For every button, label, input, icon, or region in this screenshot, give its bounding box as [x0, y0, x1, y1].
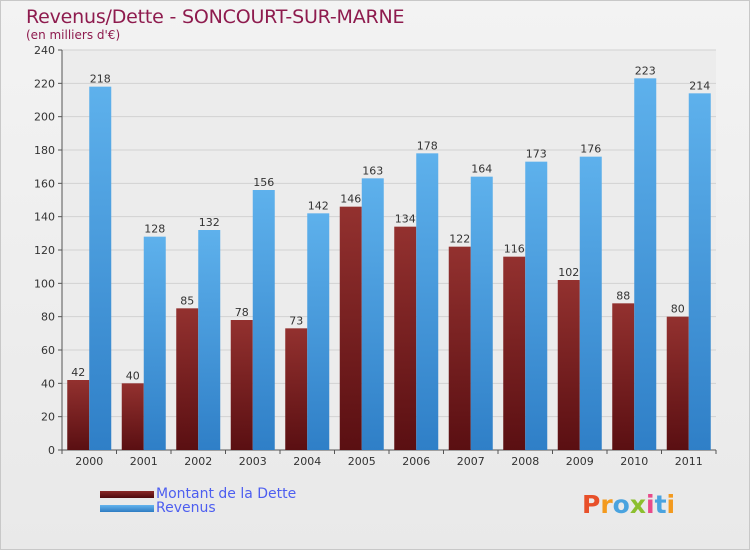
- data-label-revenue: 163: [362, 164, 383, 177]
- legend-swatch-revenue: [100, 505, 154, 512]
- bar-revenue: [470, 176, 493, 450]
- bar-revenue: [579, 156, 602, 450]
- y-tick-label: 220: [34, 77, 55, 90]
- y-tick-label: 240: [34, 44, 55, 57]
- y-tick-label: 80: [41, 311, 55, 324]
- bar-revenue: [634, 78, 657, 450]
- bar-revenue: [307, 213, 330, 450]
- bar-debt: [67, 380, 90, 450]
- bar-revenue: [688, 93, 711, 450]
- data-label-revenue: 132: [199, 216, 220, 229]
- bar-revenue: [525, 161, 548, 450]
- bar-debt: [121, 383, 144, 450]
- x-tick-label: 2008: [511, 455, 539, 468]
- logo-letter: i: [646, 490, 655, 519]
- data-label-debt: 80: [671, 303, 685, 316]
- y-tick-label: 160: [34, 177, 55, 190]
- y-tick-label: 140: [34, 211, 55, 224]
- data-label-debt: 116: [504, 243, 525, 256]
- logo-letter: x: [629, 490, 646, 519]
- proxiti-logo: Proxiti: [582, 490, 675, 519]
- bar-debt: [666, 316, 689, 450]
- data-label-revenue: 176: [580, 143, 601, 156]
- bar-revenue: [252, 190, 275, 450]
- bar-debt: [612, 303, 635, 450]
- y-tick-label: 20: [41, 411, 55, 424]
- bar-debt: [448, 246, 471, 450]
- chart-title: Revenus/Dette - SONCOURT-SUR-MARNE: [26, 6, 405, 28]
- data-label-debt: 42: [71, 366, 85, 379]
- y-tick-label: 120: [34, 244, 55, 257]
- y-tick-label: 200: [34, 111, 55, 124]
- bar-debt: [230, 320, 253, 450]
- x-tick-label: 2011: [675, 455, 703, 468]
- bar-debt: [557, 280, 580, 450]
- data-label-debt: 78: [235, 306, 249, 319]
- logo-letter: o: [612, 490, 630, 519]
- x-tick-label: 2007: [457, 455, 485, 468]
- bar-revenue: [89, 86, 112, 451]
- x-tick-label: 2010: [620, 455, 648, 468]
- data-label-debt: 146: [340, 193, 361, 206]
- y-tick-label: 0: [48, 444, 55, 457]
- data-label-revenue: 178: [417, 139, 438, 152]
- data-label-revenue: 142: [308, 199, 329, 212]
- data-label-debt: 88: [616, 289, 630, 302]
- logo-letter: t: [654, 490, 667, 519]
- data-label-debt: 134: [395, 213, 416, 226]
- y-tick-label: 180: [34, 144, 55, 157]
- data-label-debt: 85: [180, 294, 194, 307]
- data-label-debt: 122: [449, 233, 470, 246]
- bar-debt: [394, 226, 417, 450]
- data-label-revenue: 173: [526, 148, 547, 161]
- bar-revenue: [416, 153, 439, 451]
- x-tick-label: 2006: [402, 455, 430, 468]
- x-tick-label: 2005: [348, 455, 376, 468]
- bar-debt: [176, 308, 199, 450]
- data-label-debt: 73: [289, 314, 303, 327]
- data-label-revenue: 164: [471, 163, 492, 176]
- legend-swatch-debt: [100, 491, 154, 498]
- x-tick-label: 2001: [130, 455, 158, 468]
- bar-revenue: [143, 236, 166, 450]
- y-tick-label: 100: [34, 277, 55, 290]
- data-label-revenue: 156: [253, 176, 274, 189]
- logo-letter: r: [600, 490, 613, 519]
- data-label-debt: 102: [558, 266, 579, 279]
- x-tick-label: 2009: [566, 455, 594, 468]
- bar-revenue: [198, 230, 221, 450]
- legend-label-revenue: Revenus: [156, 500, 216, 516]
- bar-revenue: [361, 178, 384, 451]
- bar-debt: [339, 206, 362, 450]
- data-label-revenue: 214: [689, 79, 710, 92]
- data-label-revenue: 223: [635, 64, 656, 77]
- data-label-debt: 40: [126, 369, 140, 382]
- logo-letter: i: [666, 490, 676, 519]
- logo-letter: P: [582, 490, 601, 519]
- x-tick-label: 2004: [293, 455, 321, 468]
- legend-label-debt: Montant de la Dette: [156, 486, 297, 502]
- y-tick-label: 60: [41, 344, 55, 357]
- chart-subtitle: (en milliers d'€): [26, 28, 121, 42]
- data-label-revenue: 128: [144, 223, 165, 236]
- x-tick-label: 2000: [75, 455, 103, 468]
- data-label-revenue: 218: [90, 73, 111, 86]
- x-tick-label: 2002: [184, 455, 212, 468]
- bar-debt: [503, 256, 526, 450]
- bar-debt: [285, 328, 308, 450]
- x-tick-label: 2003: [239, 455, 267, 468]
- y-tick-label: 40: [41, 377, 55, 390]
